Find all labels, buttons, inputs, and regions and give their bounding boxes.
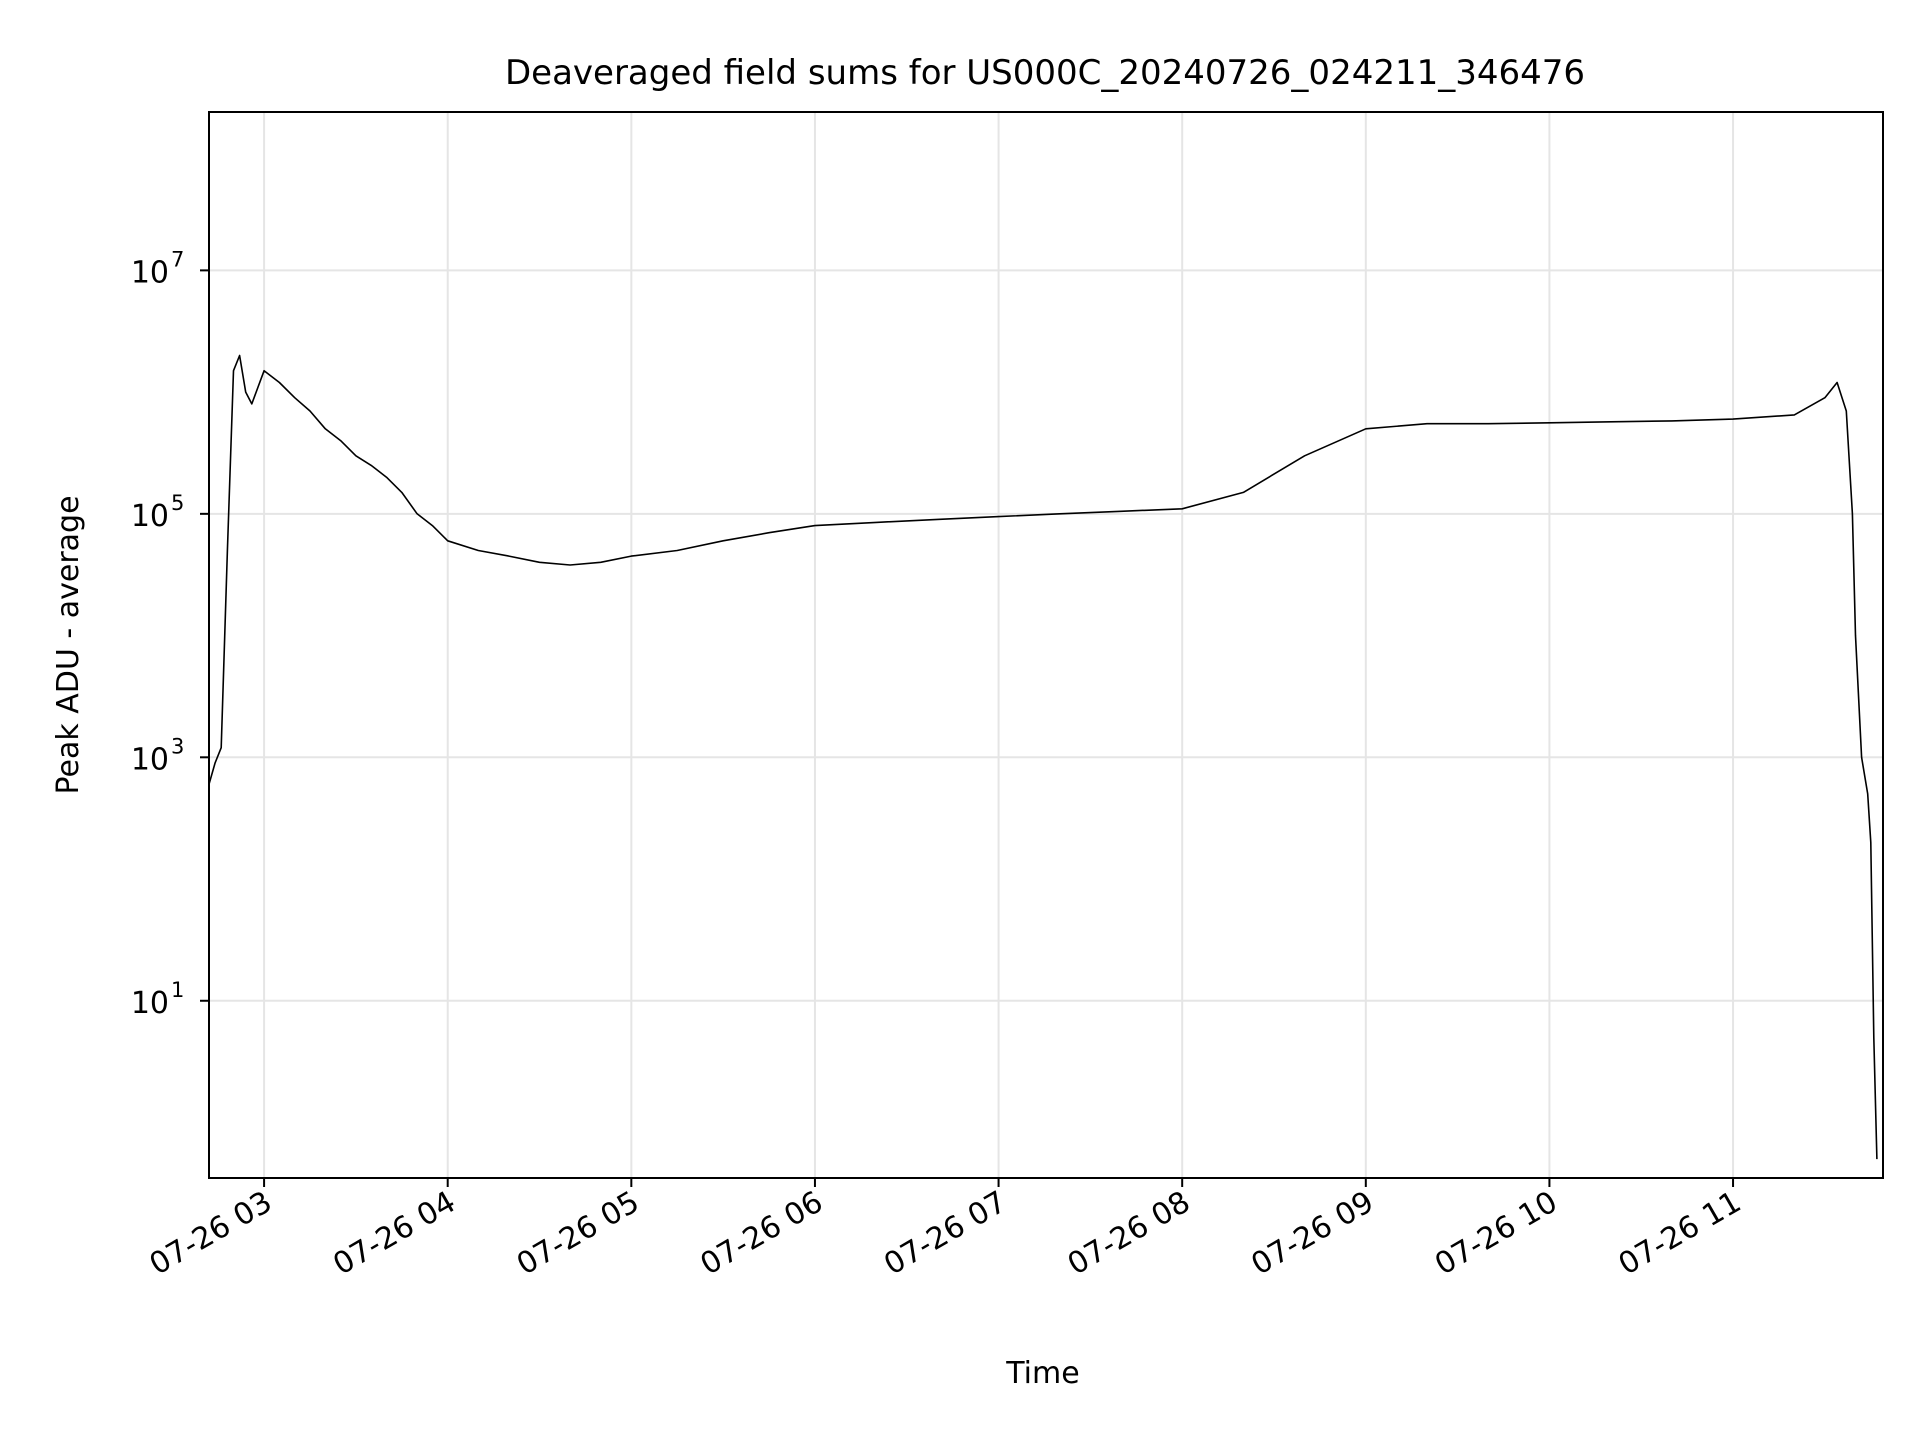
y-tick-label: 10 [131,499,169,534]
y-tick-label: 10 [131,986,169,1021]
y-axis-label: Peak ADU - average [51,495,86,794]
y-tick-label: 10 [131,742,169,777]
y-tick-exponent: 3 [171,734,184,758]
chart-title: Deaveraged field sums for US000C_2024072… [505,53,1585,93]
series-group [208,354,1878,1160]
grid [209,112,1883,1178]
y-tick-exponent: 5 [171,491,184,515]
plot-frame [208,111,1884,1179]
series-line [208,354,1878,1160]
x-axis-label: Time [1005,1356,1079,1391]
y-tick-label: 10 [131,255,169,290]
y-tick-exponent: 7 [171,247,184,271]
y-tick-exponent: 1 [171,978,184,1002]
